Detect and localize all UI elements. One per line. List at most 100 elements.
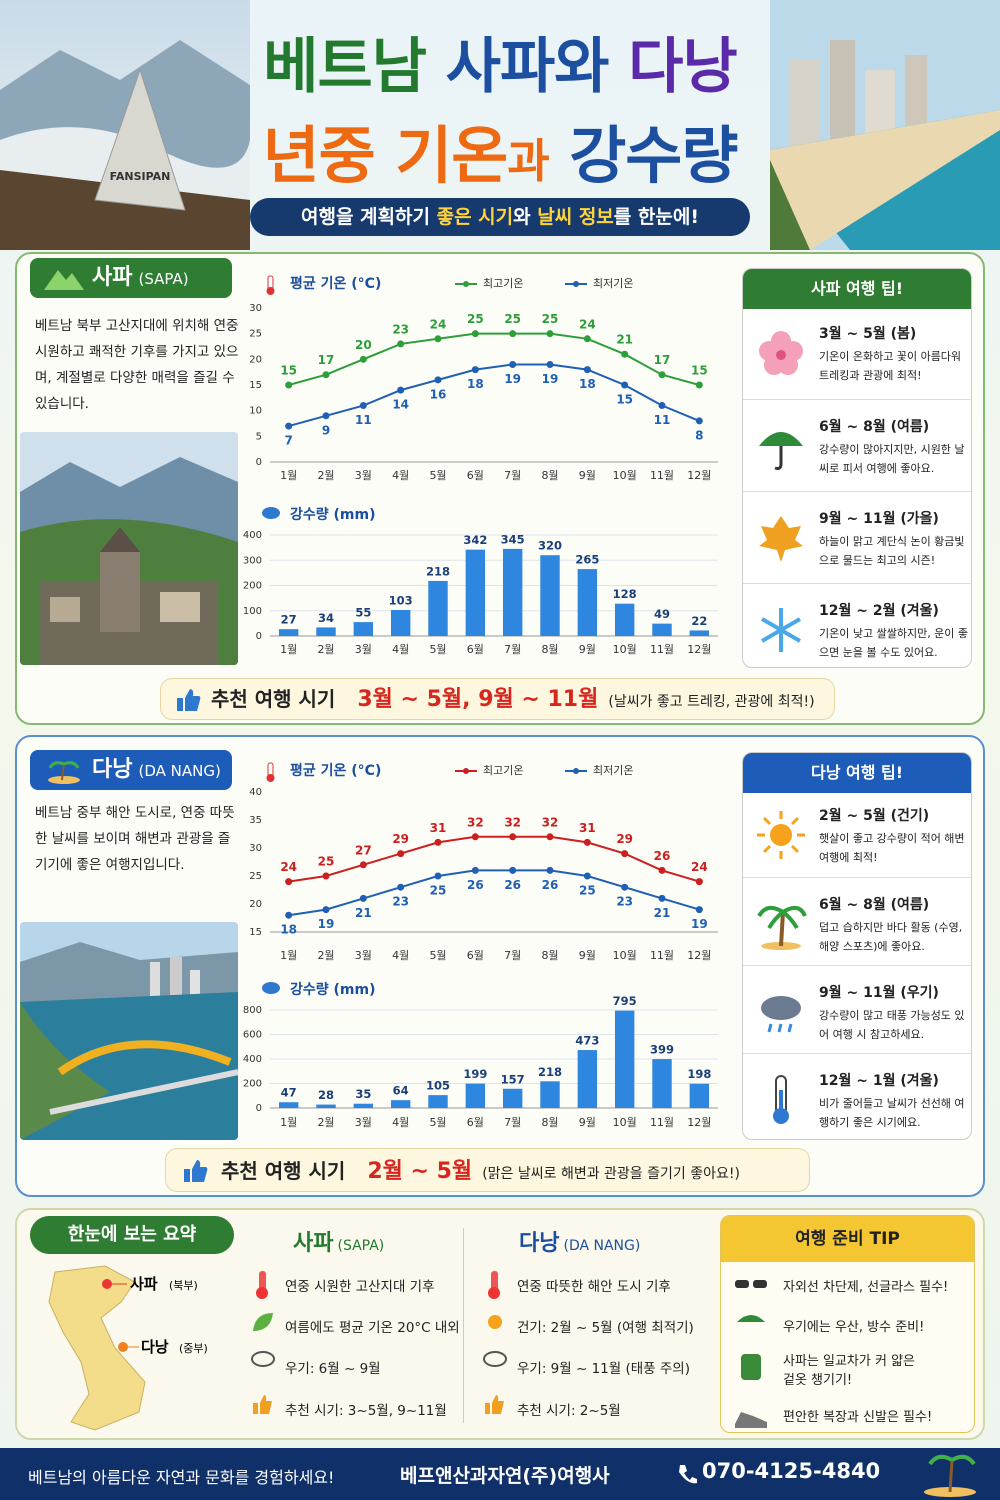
thermo-icon — [266, 287, 275, 295]
tip-item: 3월 ~ 5월 (봄) 기온이 온화하고 꽃이 아름다워 트레킹과 관광에 최적! — [743, 307, 971, 399]
point — [658, 894, 666, 902]
summary-title: 한눈에 보는 요약 — [30, 1216, 234, 1254]
value-label: 218 — [538, 1065, 562, 1079]
decor — [830, 40, 855, 150]
decor — [735, 1280, 749, 1288]
prep-item: 사파는 일교차가 커 얇은 겉옷 챙기기! — [783, 1354, 915, 1388]
decor — [760, 608, 802, 652]
value-label: 8 — [695, 428, 703, 442]
bar — [652, 1059, 672, 1108]
summary-name-en: (DA NANG) — [563, 1238, 641, 1254]
point — [397, 850, 405, 858]
tips-title: 사파 여행 팁! — [743, 269, 971, 309]
x-tick-label: 1월 — [280, 469, 297, 482]
summary-item: 건기: 2월 ~ 5월 (여행 최적기) — [517, 1320, 694, 1336]
y-tick-label: 200 — [243, 1079, 262, 1090]
title-part: 사파와 — [445, 32, 610, 102]
point — [285, 381, 293, 389]
point — [583, 838, 591, 846]
y-tick-label: 0 — [256, 631, 262, 642]
title-part: 년중 기온 — [262, 119, 509, 192]
x-tick-label: 4월 — [392, 469, 409, 482]
value-label: 25 — [318, 855, 335, 869]
tip-item: 9월 ~ 11월 (가을) 하늘이 맑고 계단식 논이 황금빛으로 물드는 최고의… — [743, 491, 971, 583]
tip-period: 3월 ~ 5월 (봄) — [819, 326, 917, 342]
point — [695, 417, 703, 425]
decor — [779, 911, 785, 947]
point — [359, 402, 367, 410]
prep-item: 우기에는 우산, 방수 준비! — [783, 1320, 925, 1335]
y-tick-label: 200 — [243, 581, 262, 592]
decor — [256, 1287, 268, 1299]
value-label: 23 — [616, 895, 633, 909]
point — [434, 838, 442, 846]
y-tick-label: 800 — [243, 1005, 262, 1016]
value-label: 11 — [654, 413, 671, 427]
decor — [61, 763, 65, 781]
tip-item: 12월 ~ 1월 (겨울) 비가 줄어들고 날씨가 선선해 여행하기 좋은 시기에… — [743, 1053, 971, 1139]
value-label: 795 — [613, 994, 637, 1008]
snow-icon — [760, 608, 802, 652]
danang-recommend: 추천 여행 시기 2월 ~ 5월 (맑은 날씨로 해변과 관광을 즐기기 좋아요!) — [165, 1148, 810, 1192]
decor — [790, 60, 820, 150]
value-label: 18 — [280, 923, 297, 937]
decor — [737, 1315, 765, 1322]
recommend-period: 2월 ~ 5월 — [367, 1159, 473, 1184]
sapa-rain-chart: 강수량 (mm) 0 100 200 300 400 1월 2월 3월 4월 5월 6월 7월 8월 9월 1… — [243, 506, 718, 656]
value-label: 19 — [504, 372, 521, 386]
y-tick-label: 100 — [243, 606, 262, 617]
bar — [278, 629, 299, 636]
chart-title: 평균 기온 (°C) — [290, 762, 381, 779]
phone-icon — [679, 1465, 697, 1484]
x-tick-label: 3월 — [355, 949, 372, 962]
legend-label: 최고기온 — [483, 277, 523, 290]
recommend-label: 추천 여행 시기 — [221, 1159, 346, 1183]
prep-item: 편안한 복장과 신발은 필수! — [783, 1410, 933, 1425]
decor — [488, 1287, 500, 1299]
summary-item: 여름에도 평균 기온 20°C 내외 — [285, 1320, 460, 1336]
decor — [761, 996, 801, 1020]
bar — [465, 549, 486, 636]
value-label: 20 — [355, 338, 372, 352]
x-tick-label: 6월 — [467, 643, 484, 656]
danang-name: 다낭 — [92, 757, 133, 782]
value-label: 26 — [654, 849, 671, 863]
prep-icons — [735, 1280, 767, 1428]
recommend-note: (맑은 날씨로 해변과 관광을 즐기기 좋아요!) — [482, 1166, 740, 1182]
divider — [463, 1228, 464, 1423]
y-tick-label: 20 — [249, 899, 262, 910]
tip-period: 2월 ~ 5월 (건기) — [819, 808, 930, 824]
point — [583, 366, 591, 374]
value-label: 19 — [542, 372, 559, 386]
x-tick-label: 3월 — [355, 643, 372, 656]
danang-photo — [20, 922, 238, 1140]
rain-icon — [761, 996, 801, 1033]
value-label: 9 — [322, 423, 330, 437]
tip-period: 12월 ~ 2월 (겨울) — [819, 603, 939, 619]
x-tick-label: 5월 — [429, 469, 446, 482]
sapa-name-en: (SAPA) — [138, 270, 189, 288]
value-label: 320 — [538, 539, 562, 553]
line — [288, 332, 700, 386]
decor — [57, 1040, 232, 1076]
y-tick-label: 400 — [243, 1054, 262, 1065]
x-tick-label: 11월 — [650, 949, 674, 962]
danang-badge: 다낭 (DA NANG) — [30, 750, 232, 790]
decor — [757, 905, 807, 930]
point — [471, 833, 479, 841]
x-tick-label: 10월 — [613, 949, 637, 962]
value-label: 27 — [281, 613, 297, 627]
line — [288, 869, 700, 917]
value-label: 32 — [504, 815, 521, 829]
chart-title: 평균 기온 (°C) — [290, 275, 381, 292]
point — [359, 861, 367, 869]
decor — [253, 1313, 273, 1331]
sapa-photo — [20, 432, 238, 665]
x-tick-label: 7월 — [504, 949, 521, 962]
y-tick-label: 30 — [249, 303, 262, 314]
sapa-description: 베트남 북부 고산지대에 위치해 연중 시원하고 쾌적한 기후를 가지고 있으며… — [35, 318, 239, 412]
x-tick-label: 10월 — [613, 1116, 637, 1129]
map-label: 다낭 — [141, 1338, 169, 1356]
decor — [102, 1279, 112, 1289]
x-tick-label: 11월 — [650, 643, 674, 656]
